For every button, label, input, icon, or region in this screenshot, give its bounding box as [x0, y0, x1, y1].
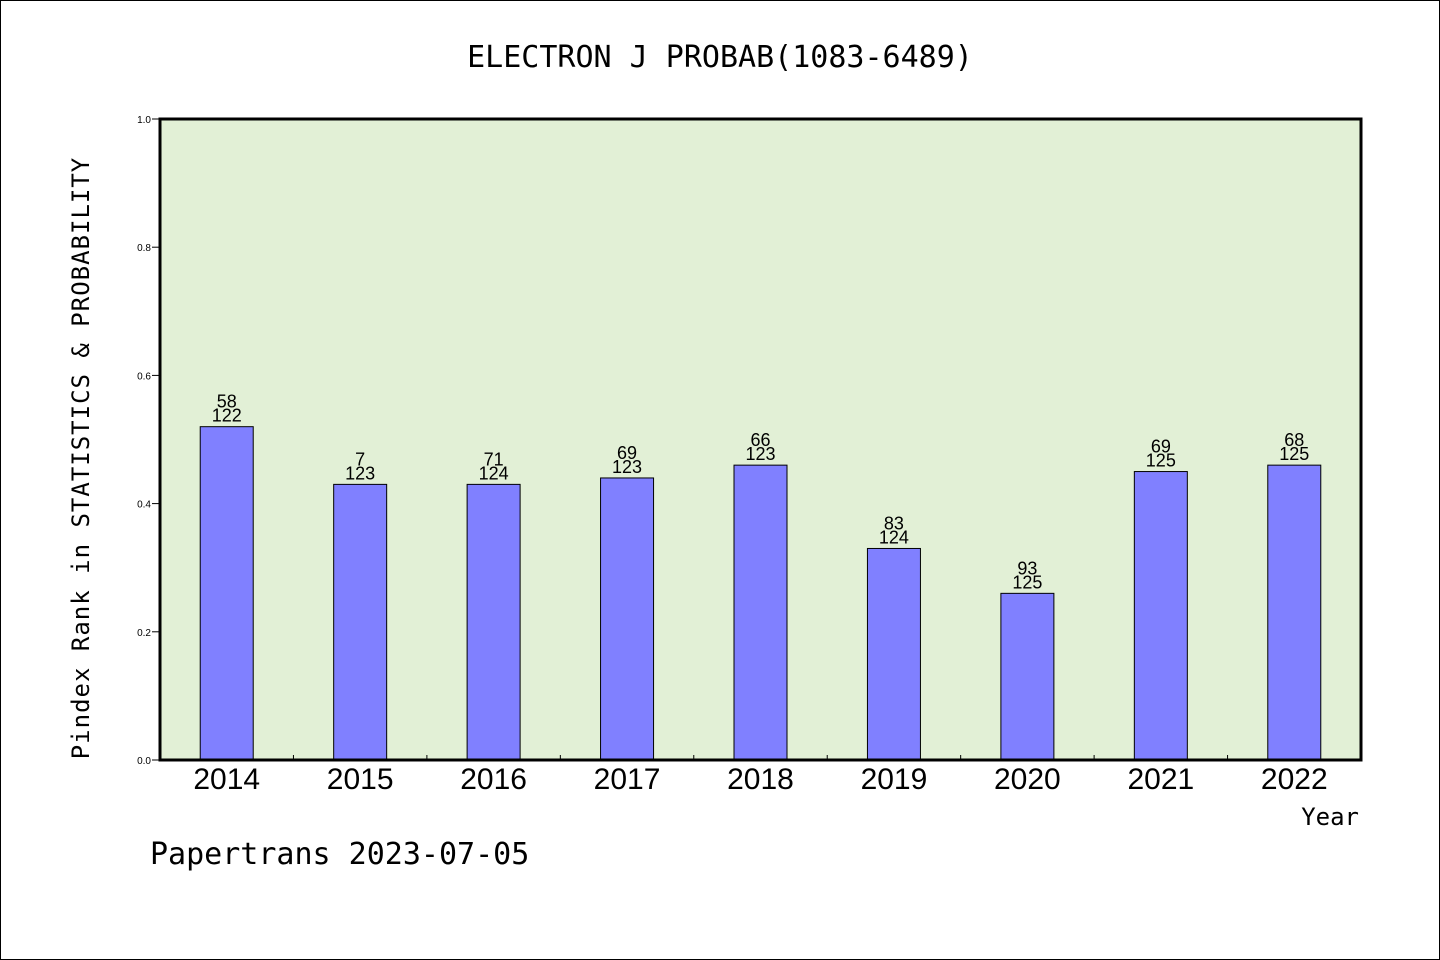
- bar-label-bottom: 124: [879, 527, 909, 547]
- bar-2017: [600, 477, 655, 761]
- y-axis: 0.0 0.2 0.4 0.6 0.8 1.0: [137, 115, 160, 767]
- footer-caption: Papertrans 2023-07-05: [150, 837, 529, 872]
- chart-title: ELECTRON J PROBAB(1083-6489): [467, 40, 973, 75]
- bar-2014: [199, 426, 254, 761]
- bar-label-bottom: 123: [612, 457, 642, 477]
- x-tick-label: 2018: [727, 763, 794, 796]
- x-tick-label: 2022: [1261, 763, 1328, 796]
- bar-label-bottom: 124: [479, 463, 509, 483]
- bar-2020: [1000, 592, 1055, 761]
- y-tick-label: 0.0: [137, 756, 151, 767]
- bar-2015: [333, 483, 388, 761]
- bar-label-top: 69: [617, 443, 637, 463]
- bar-2021: [1133, 471, 1188, 761]
- bar-label-bottom: 125: [1146, 451, 1176, 471]
- x-tick-label: 2015: [327, 763, 394, 796]
- x-tick-label: 2021: [1127, 763, 1194, 796]
- bar-label-top: 71: [484, 449, 504, 469]
- y-axis-label: Pindex Rank in STATISTICS & PROBABILITY: [67, 157, 95, 760]
- bar-2016: [466, 483, 521, 761]
- data-label-group: 5812271237112469123661238312493125691256…: [212, 392, 1310, 593]
- x-tick-label: 2017: [594, 763, 661, 796]
- x-tick-label: 2016: [460, 763, 527, 796]
- bar-label-top: 83: [884, 513, 904, 533]
- bar-label-bottom: 125: [1279, 444, 1309, 464]
- x-axis: 2014 2015 2016 2017 2018 2019 2020 2021 2022: [193, 755, 1328, 796]
- bar-2022: [1267, 464, 1322, 761]
- y-tick-label: 0.8: [137, 243, 151, 254]
- bar-2019: [866, 547, 921, 761]
- bar-label-top: 69: [1151, 437, 1171, 457]
- y-tick-label: 1.0: [137, 115, 151, 126]
- x-tick-label: 2014: [193, 763, 260, 796]
- bar-label-top: 58: [217, 392, 237, 412]
- x-axis-label: Year: [1301, 803, 1359, 831]
- bar-label-bottom: 125: [1012, 572, 1042, 592]
- plot-border: [158, 117, 1363, 762]
- bar-label-top: 66: [750, 430, 770, 450]
- bar-label-top: 93: [1017, 558, 1037, 578]
- bar-group: [199, 426, 1322, 761]
- y-tick-label: 0.4: [137, 500, 151, 511]
- x-tick-label: 2020: [994, 763, 1061, 796]
- bar-label-bottom: 123: [345, 463, 375, 483]
- bar-label-bottom: 123: [745, 444, 775, 464]
- bar-label-top: 68: [1284, 430, 1304, 450]
- y-tick-label: 0.2: [137, 628, 151, 639]
- bar-2018: [733, 464, 788, 761]
- y-tick-label: 0.6: [137, 371, 151, 382]
- x-tick-label: 2019: [861, 763, 928, 796]
- bar-label-top: 7: [355, 449, 365, 469]
- bar-label-bottom: 122: [212, 406, 242, 426]
